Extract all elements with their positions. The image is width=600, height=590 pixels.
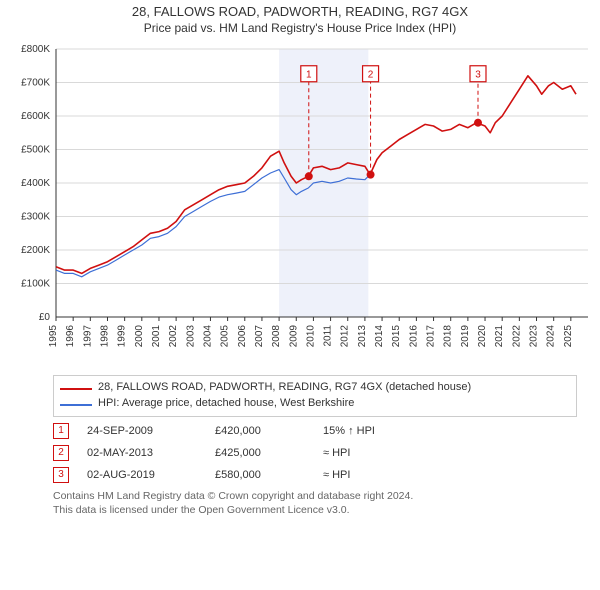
legend-box: 28, FALLOWS ROAD, PADWORTH, READING, RG7…: [53, 375, 577, 417]
legend-swatch-property: [60, 388, 92, 390]
svg-text:2003: 2003: [185, 325, 196, 348]
title-line-2: Price paid vs. HM Land Registry's House …: [8, 21, 592, 35]
svg-text:1998: 1998: [99, 325, 110, 348]
svg-text:2007: 2007: [254, 325, 265, 348]
chart-title-block: 28, FALLOWS ROAD, PADWORTH, READING, RG7…: [8, 4, 592, 35]
annotation-price: £420,000: [215, 425, 305, 437]
legend-swatch-hpi: [60, 404, 92, 406]
svg-text:2025: 2025: [563, 325, 574, 348]
svg-text:2000: 2000: [134, 325, 145, 348]
footnote-line-2: This data is licensed under the Open Gov…: [53, 503, 577, 517]
legend-label-property: 28, FALLOWS ROAD, PADWORTH, READING, RG7…: [98, 380, 471, 396]
svg-text:2004: 2004: [202, 325, 213, 348]
svg-text:£300K: £300K: [21, 212, 50, 223]
svg-text:£600K: £600K: [21, 111, 50, 122]
annotation-row: 3 02-AUG-2019 £580,000 ≈ HPI: [53, 467, 577, 483]
svg-text:2023: 2023: [529, 325, 540, 348]
svg-text:£400K: £400K: [21, 178, 50, 189]
annotation-relation: 15% ↑ HPI: [323, 425, 443, 437]
svg-text:1997: 1997: [82, 325, 93, 348]
legend-label-hpi: HPI: Average price, detached house, West…: [98, 396, 354, 412]
svg-text:£700K: £700K: [21, 78, 50, 89]
annotation-price: £425,000: [215, 447, 305, 459]
annotation-marker-icon: 2: [53, 445, 69, 461]
svg-text:1999: 1999: [117, 325, 128, 348]
annotation-price: £580,000: [215, 469, 305, 481]
svg-text:2022: 2022: [511, 325, 522, 348]
svg-text:2: 2: [368, 69, 374, 80]
annotations-block: 1 24-SEP-2009 £420,000 15% ↑ HPI 2 02-MA…: [53, 423, 577, 483]
svg-text:2008: 2008: [271, 325, 282, 348]
chart-area: £0 £100K £200K £300K £400K £500K £600K £700K £80…: [8, 39, 592, 369]
annotation-relation: ≈ HPI: [323, 469, 443, 481]
svg-text:2015: 2015: [391, 325, 402, 348]
legend-row-property: 28, FALLOWS ROAD, PADWORTH, READING, RG7…: [60, 380, 570, 396]
svg-text:2014: 2014: [374, 325, 385, 348]
svg-text:2021: 2021: [494, 325, 505, 348]
svg-text:1996: 1996: [65, 325, 76, 348]
svg-text:2001: 2001: [151, 325, 162, 348]
svg-text:2009: 2009: [288, 325, 299, 348]
svg-text:2012: 2012: [340, 325, 351, 348]
annotation-date: 24-SEP-2009: [87, 425, 197, 437]
svg-text:2011: 2011: [323, 325, 334, 347]
svg-text:2019: 2019: [460, 325, 471, 348]
root: 28, FALLOWS ROAD, PADWORTH, READING, RG7…: [0, 0, 600, 517]
annotation-row: 1 24-SEP-2009 £420,000 15% ↑ HPI: [53, 423, 577, 439]
svg-text:2006: 2006: [237, 325, 248, 348]
svg-text:£500K: £500K: [21, 145, 50, 156]
svg-text:2017: 2017: [426, 325, 437, 348]
annotation-marker-icon: 1: [53, 423, 69, 439]
svg-text:1: 1: [306, 69, 312, 80]
svg-text:£200K: £200K: [21, 245, 50, 256]
svg-text:£100K: £100K: [21, 279, 50, 290]
footnote: Contains HM Land Registry data © Crown c…: [53, 489, 577, 517]
svg-text:2002: 2002: [168, 325, 179, 348]
svg-text:£0: £0: [39, 312, 51, 323]
svg-text:2018: 2018: [443, 325, 454, 348]
svg-text:2013: 2013: [357, 325, 368, 348]
legend-row-hpi: HPI: Average price, detached house, West…: [60, 396, 570, 412]
annotation-date: 02-AUG-2019: [87, 469, 197, 481]
svg-text:2020: 2020: [477, 325, 488, 348]
annotation-marker-icon: 3: [53, 467, 69, 483]
svg-text:2005: 2005: [220, 325, 231, 348]
title-line-1: 28, FALLOWS ROAD, PADWORTH, READING, RG7…: [8, 4, 592, 19]
annotation-relation: ≈ HPI: [323, 447, 443, 459]
svg-text:£800K: £800K: [21, 44, 50, 55]
svg-text:2016: 2016: [408, 325, 419, 348]
annotation-row: 2 02-MAY-2013 £425,000 ≈ HPI: [53, 445, 577, 461]
svg-text:2024: 2024: [546, 325, 557, 348]
annotation-date: 02-MAY-2013: [87, 447, 197, 459]
svg-text:2010: 2010: [305, 325, 316, 348]
chart-svg: £0 £100K £200K £300K £400K £500K £600K £700K £80…: [8, 39, 592, 369]
svg-text:1995: 1995: [48, 325, 59, 348]
footnote-line-1: Contains HM Land Registry data © Crown c…: [53, 489, 577, 503]
svg-text:3: 3: [475, 69, 481, 80]
